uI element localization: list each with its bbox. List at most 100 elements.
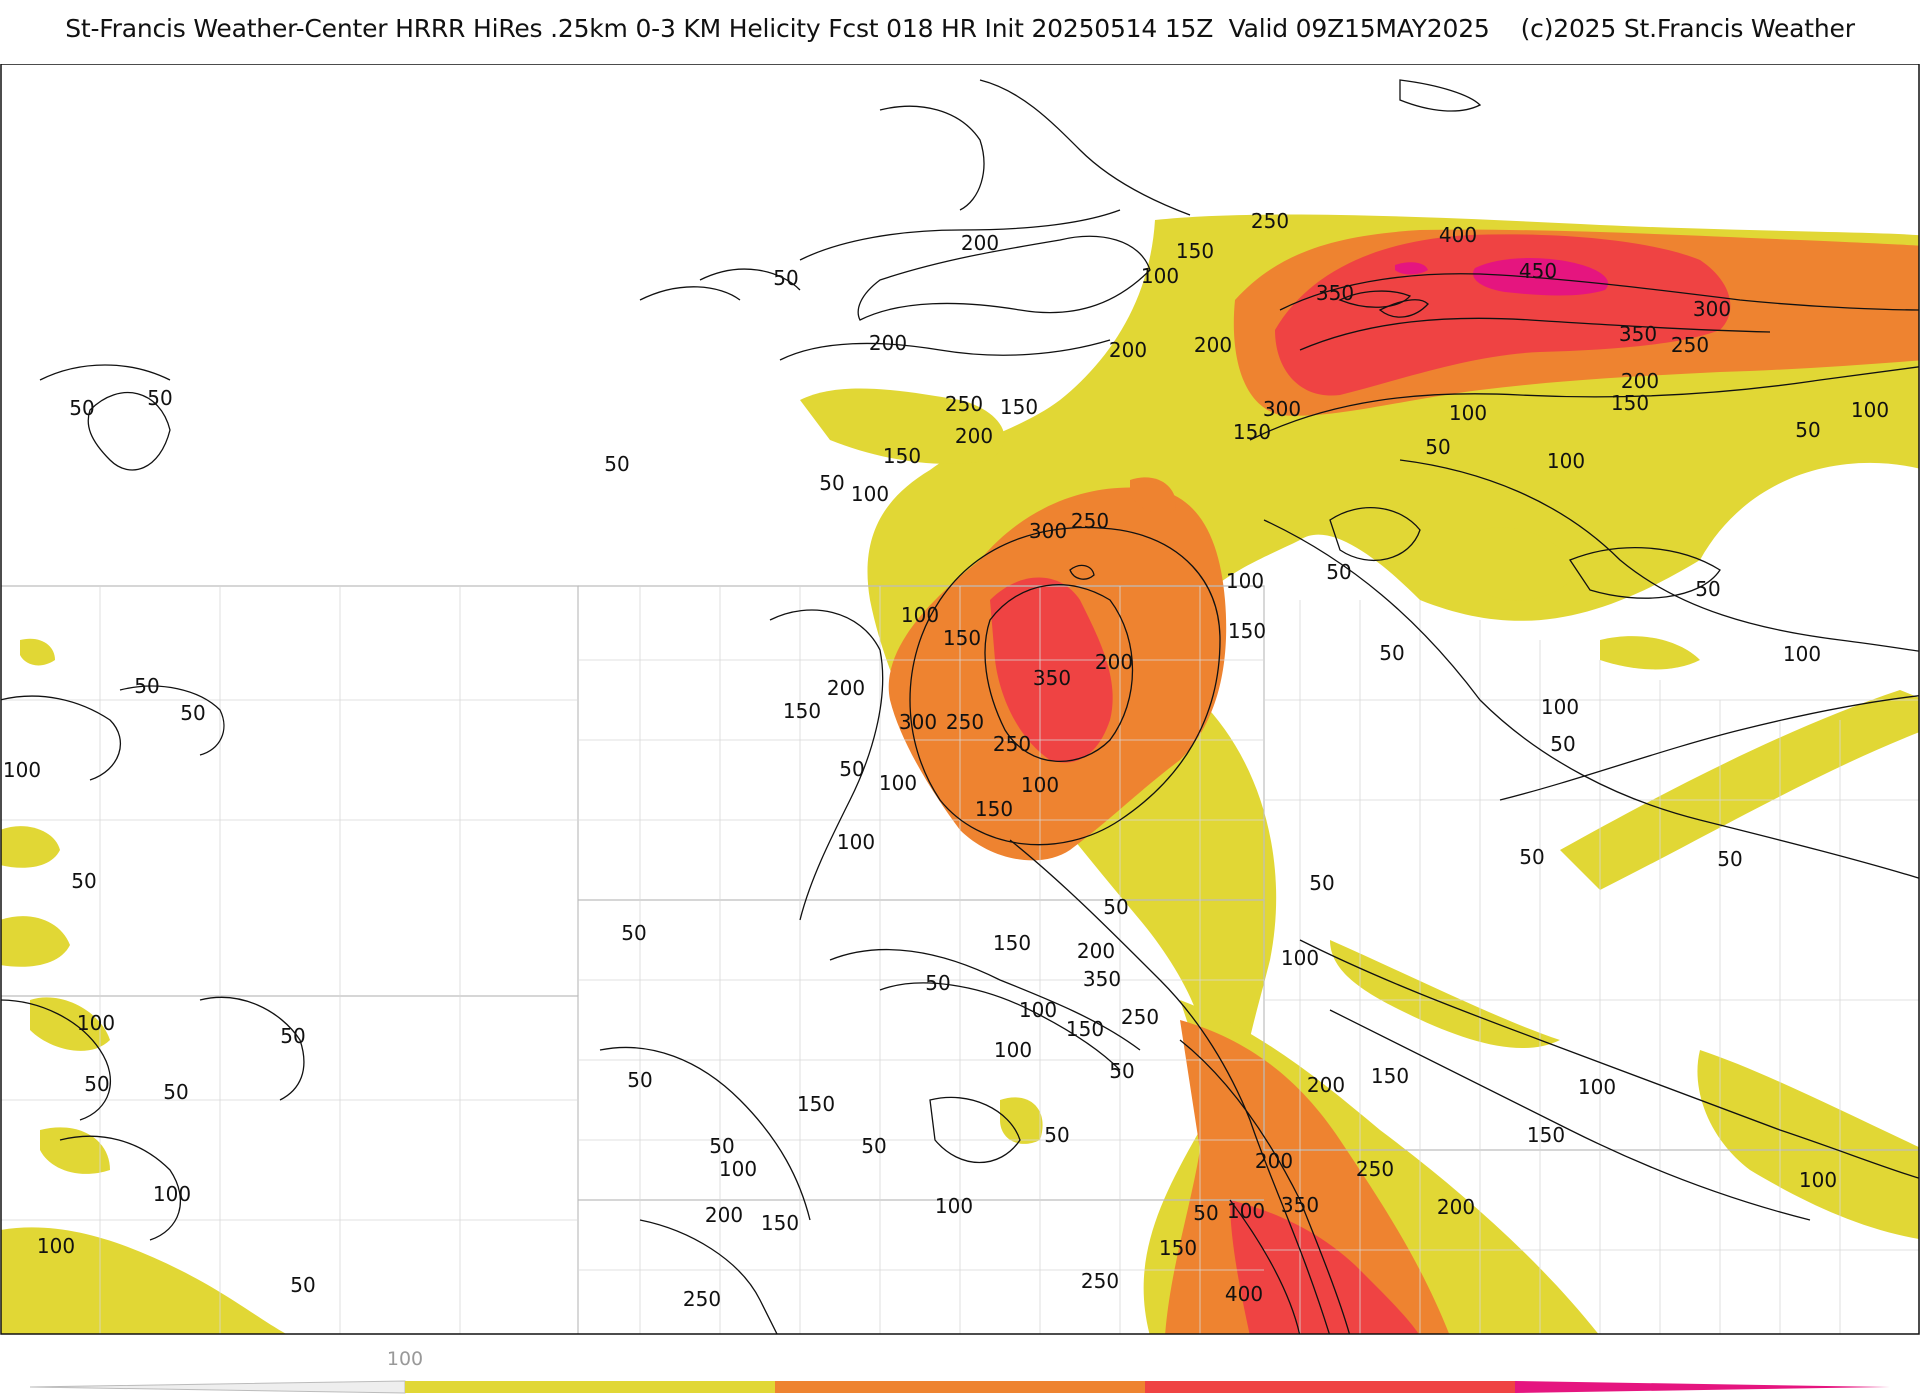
contour-label: 50: [147, 386, 172, 410]
contour-ne-3: [1299, 317, 1771, 351]
contour-label: 100: [1227, 1199, 1265, 1223]
contour-mid-2: [829, 948, 1141, 1051]
contour-far-n-3: [1399, 79, 1482, 112]
contour-ne-1: [1249, 366, 1919, 441]
colorbar-band-200: [775, 1381, 1145, 1393]
helicity-contours: [1, 79, 1919, 1334]
contour-center-2: [984, 584, 1134, 762]
contour-center-3: [1069, 564, 1095, 580]
contour-n-coast: [639, 268, 801, 301]
contour-label: 50: [1193, 1201, 1218, 1225]
contour-w-1: [87, 391, 171, 471]
contour-se-1: [1299, 939, 1919, 1179]
contour-cw-1: [1329, 507, 1421, 562]
contour-label: 400: [1439, 223, 1477, 247]
contour-label: 100: [879, 771, 917, 795]
shade-300-south-plume: [1230, 1200, 1419, 1334]
contour-label: 50: [1717, 847, 1742, 871]
contour-label: 200: [827, 676, 865, 700]
contour-label: 50: [604, 452, 629, 476]
contour-label: 150: [1228, 619, 1266, 643]
contour-label: 100: [1226, 569, 1264, 593]
shade-100-ne3: [1600, 636, 1700, 670]
contour-w-6: [199, 996, 305, 1101]
contour-mid-4: [599, 1046, 811, 1221]
contour-plume-1: [1009, 839, 1331, 1334]
contour-label: 250: [683, 1287, 721, 1311]
contour-mid-5: [639, 1219, 778, 1334]
contour-label: 200: [961, 231, 999, 255]
contour-label: 300: [1029, 519, 1067, 543]
shade-100-w5: [20, 638, 55, 666]
contour-label: 150: [883, 444, 921, 468]
colorbar-band-100: [405, 1381, 775, 1393]
county-grid-west: [1, 586, 578, 1334]
contour-w-4: [119, 685, 225, 756]
contour-label: 300: [1263, 397, 1301, 421]
contour-label: 100: [37, 1234, 75, 1258]
contour-label: 100: [837, 830, 875, 854]
contour-ne-4: [1338, 290, 1412, 308]
contour-label: 100: [1541, 695, 1579, 719]
contour-label: 100: [994, 1038, 1032, 1062]
contour-label: 350: [1281, 1193, 1319, 1217]
contour-label: 200: [1095, 650, 1133, 674]
contour-nw-1: [857, 235, 1151, 321]
contour-label: 400: [1225, 1282, 1263, 1306]
contour-ne-5: [1378, 299, 1429, 318]
shade-100-w4: [40, 1127, 110, 1174]
contour-label: 250: [1356, 1157, 1394, 1181]
contour-label: 150: [1233, 420, 1271, 444]
contour-label: 200: [705, 1203, 743, 1227]
contour-label: 50: [1695, 577, 1720, 601]
contour-label: 150: [1066, 1017, 1104, 1041]
contour-label: 100: [901, 603, 939, 627]
shade-200-north-small: [1130, 477, 1176, 515]
shade-100-nw-blob: [800, 388, 1005, 464]
contour-e-3: [1499, 695, 1919, 801]
contour-cw-2: [1569, 547, 1721, 599]
shade-100-sw2: [1000, 1097, 1043, 1144]
contour-label: 50: [1795, 418, 1820, 442]
contour-label: 50: [621, 921, 646, 945]
contour-label: 250: [1081, 1269, 1119, 1293]
contour-e-2: [1399, 459, 1919, 652]
contour-label: 250: [945, 392, 983, 416]
contour-label: 350: [1316, 281, 1354, 305]
contour-label: 150: [975, 797, 1013, 821]
contour-label: 100: [1799, 1168, 1837, 1192]
contour-label: 150: [943, 626, 981, 650]
contour-label: 150: [783, 699, 821, 723]
colorbar-band-300: [1145, 1381, 1515, 1393]
contour-label: 50: [290, 1273, 315, 1297]
shade-300-center: [990, 577, 1113, 763]
contour-label: 100: [935, 1194, 973, 1218]
contour-label: 100: [77, 1011, 115, 1035]
contour-label: 100: [1449, 401, 1487, 425]
contour-mid-6: [929, 1096, 1021, 1163]
contour-label: 250: [993, 732, 1031, 756]
state-border-2: [1, 995, 579, 1334]
contour-label: 150: [1611, 391, 1649, 415]
shade-400-north-small: [1395, 262, 1428, 275]
contour-label: 50: [84, 1072, 109, 1096]
contour-label: 50: [861, 1134, 886, 1158]
contour-label: 350: [1619, 322, 1657, 346]
shade-100-east-band: [1560, 690, 1919, 890]
contour-label: 50: [773, 266, 798, 290]
contour-label: 50: [69, 396, 94, 420]
contour-label: 200: [1194, 333, 1232, 357]
contour-label: 150: [1527, 1123, 1565, 1147]
contour-mid-3: [879, 982, 1121, 1071]
contour-ne-2: [1279, 273, 1919, 311]
contour-label: 150: [993, 931, 1031, 955]
shade-100-sw-corner: [1, 1227, 287, 1334]
contour-label: 150: [797, 1092, 835, 1116]
contour-label: 450: [1519, 259, 1557, 283]
shade-300-north: [1275, 234, 1731, 396]
contour-w-3: [1, 695, 121, 781]
contour-label: 50: [1103, 895, 1128, 919]
contour-label: 50: [280, 1024, 305, 1048]
state-border-1: [1, 585, 579, 996]
